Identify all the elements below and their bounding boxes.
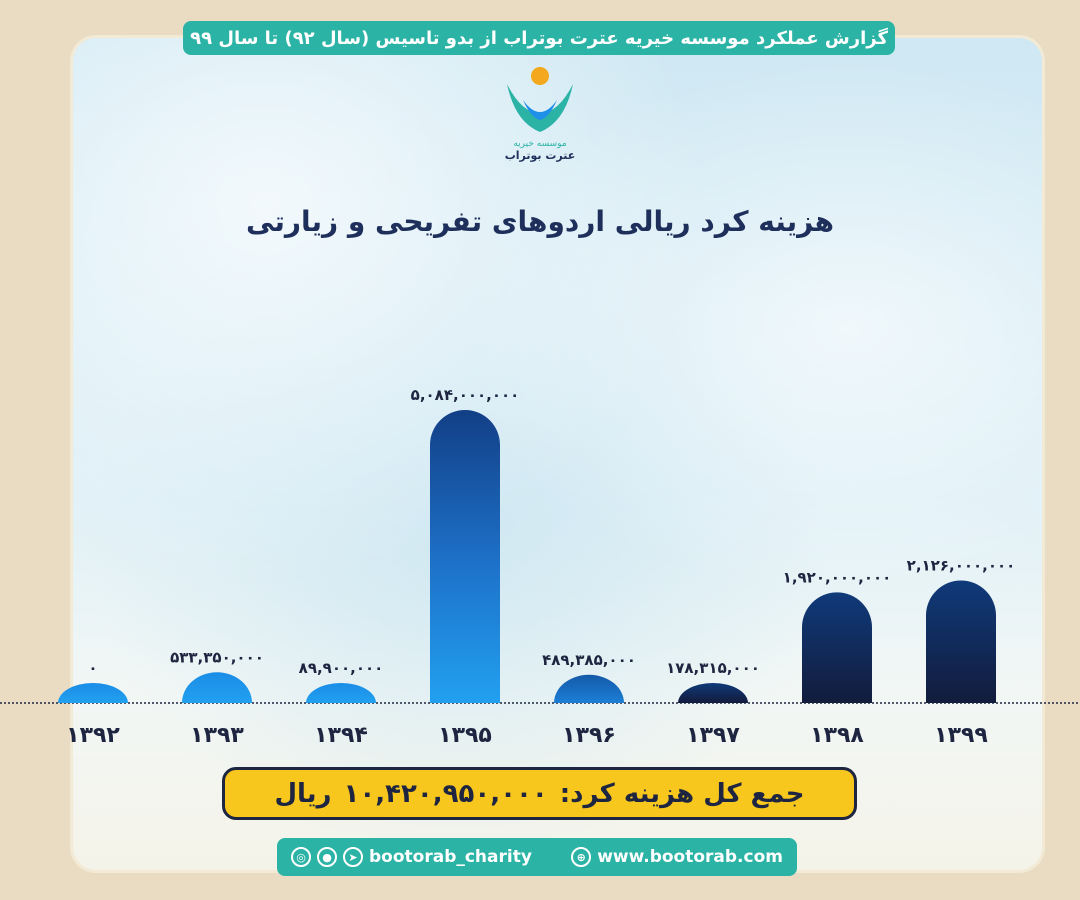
x-tick-label: ۱۳۹۸ [810, 723, 864, 748]
bar-1 [182, 672, 252, 703]
total-box: جمع کل هزینه کرد: ۱۰,۴۲۰,۹۵۰,۰۰۰ ریال [222, 767, 857, 820]
bar-value-label: ۱,۹۲۰,۰۰۰,۰۰۰ [783, 568, 892, 586]
bar-value-label: ۱۷۸,۳۱۵,۰۰۰ [666, 659, 760, 677]
globe-icon: ⊕ [571, 847, 592, 867]
bar-3 [430, 410, 500, 703]
x-tick-label: ۱۳۹۳ [190, 723, 244, 748]
instagram-icon[interactable]: ◎ [291, 847, 311, 867]
x-tick-label: ۱۳۹۵ [438, 723, 492, 748]
bar-4 [554, 674, 624, 703]
website-link[interactable]: www.bootorab.com [597, 847, 783, 867]
bar-2 [306, 683, 376, 703]
bar-value-label: ۵۳۳,۳۵۰,۰۰۰ [170, 648, 264, 666]
bar-7 [926, 580, 996, 703]
footer-bar: ◎ ● ➤ bootorab_charity ⊕ www.bootorab.co… [277, 838, 797, 876]
bar-value-label: ۵,۰۸۴,۰۰۰,۰۰۰ [411, 386, 520, 404]
x-tick-label: ۱۳۹۷ [686, 723, 740, 748]
bar-6 [802, 592, 872, 703]
logo-icon: موسسه خیریه عترت بوتراب [505, 67, 576, 162]
total-value: ۱۰,۴۲۰,۹۵۰,۰۰۰ [343, 778, 548, 809]
bar-value-label: ۲,۱۲۶,۰۰۰,۰۰۰ [907, 556, 1016, 574]
bar-5 [678, 683, 748, 703]
bar-0 [58, 683, 128, 703]
x-tick-label: ۱۳۹۹ [934, 723, 988, 748]
social-handle[interactable]: bootorab_charity [369, 847, 532, 867]
x-tick-label: ۱۳۹۲ [66, 723, 120, 748]
total-unit: ریال [274, 778, 332, 809]
bar-value-label: ۸۹,۹۰۰,۰۰۰ [299, 659, 384, 677]
bar-value-label: ۰ [88, 659, 97, 677]
chart-title: هزینه کرد ریالی اردوهای تفریحی و زیارتی [246, 205, 834, 238]
total-label: جمع کل هزینه کرد: [559, 778, 805, 809]
report-card [70, 35, 1045, 873]
bar-value-label: ۴۸۹,۳۸۵,۰۰۰ [542, 651, 636, 669]
x-tick-label: ۱۳۹۶ [562, 723, 616, 748]
bale-icon[interactable]: ● [317, 847, 337, 867]
telegram-icon[interactable]: ➤ [343, 847, 363, 867]
svg-text:موسسه خیریه: موسسه خیریه [513, 139, 566, 149]
report-header: گزارش عملکرد موسسه خیریه عترت بوتراب از … [183, 21, 895, 55]
svg-text:عترت بوتراب: عترت بوتراب [505, 149, 576, 162]
x-tick-label: ۱۳۹۴ [314, 723, 368, 748]
